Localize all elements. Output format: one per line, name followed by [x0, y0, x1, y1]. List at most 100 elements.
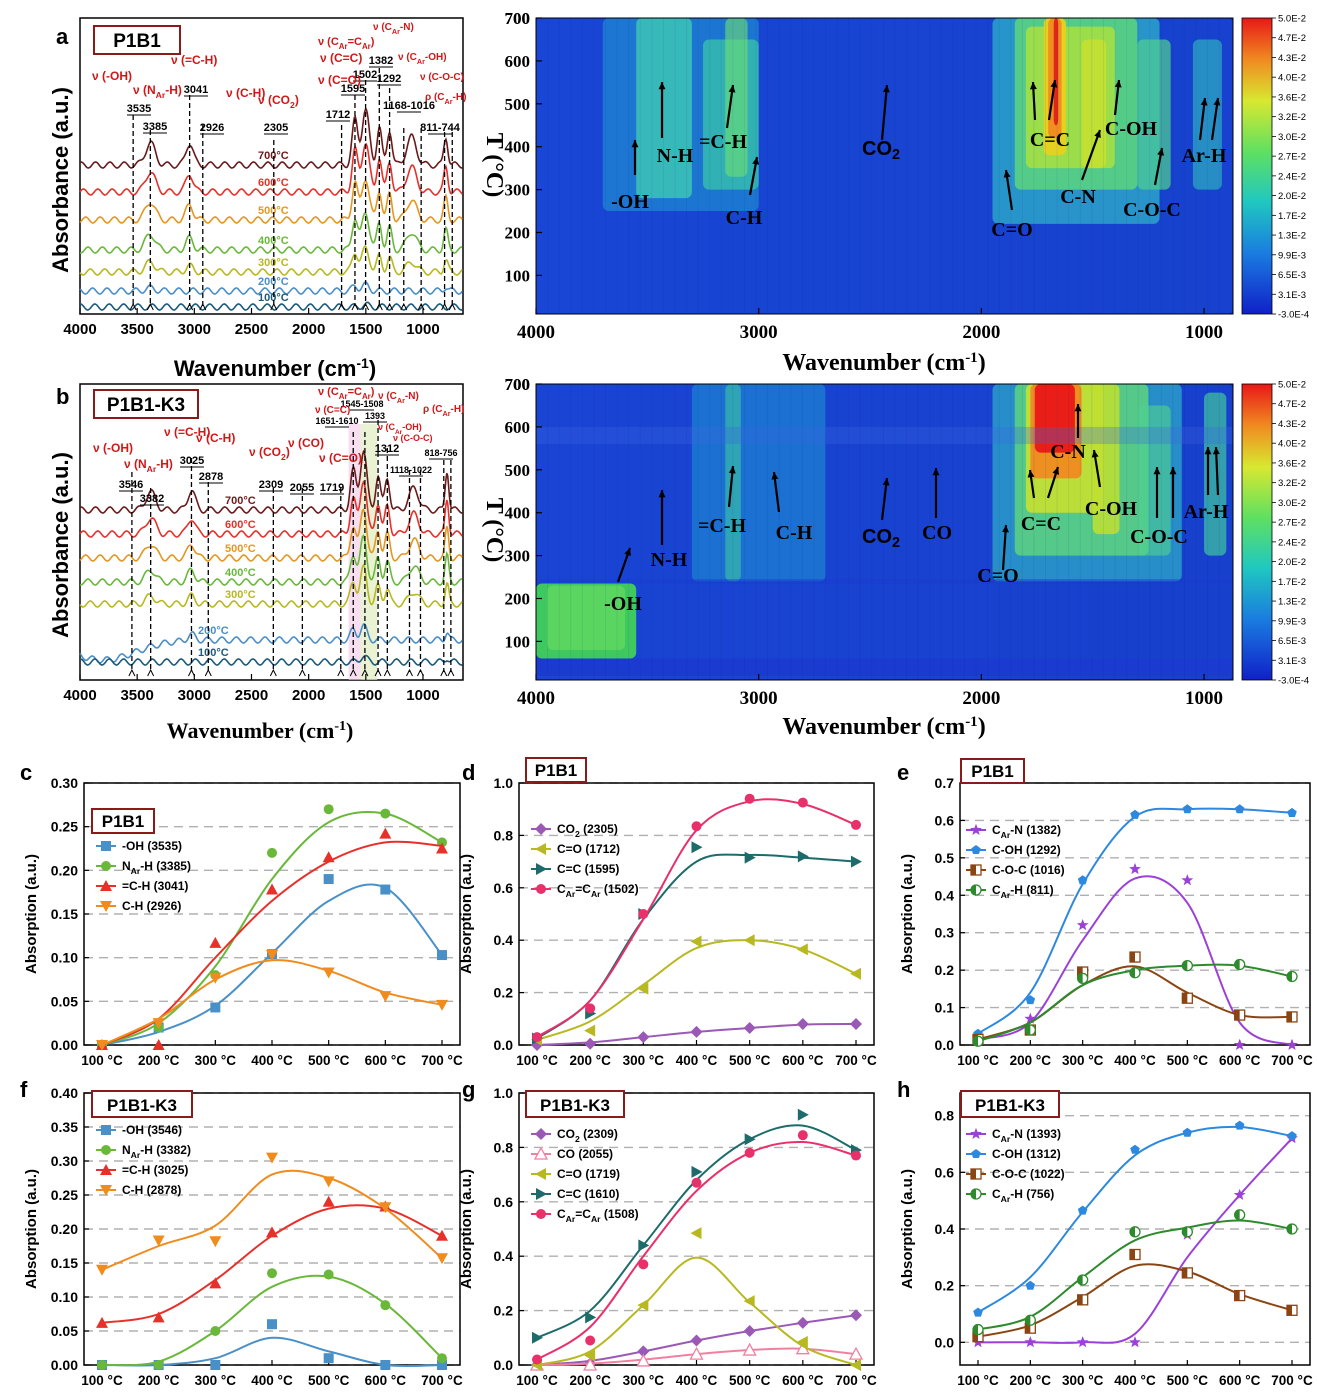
legend-label: CO2 (2309) [557, 1127, 618, 1144]
y-tick-label: 400 [505, 138, 531, 157]
x-tick-label: 1500 [349, 321, 382, 338]
peak-arrow [147, 668, 155, 677]
data-point [536, 884, 546, 894]
band-label: C-OH [1085, 498, 1138, 520]
chart-d: d 0.0 0.2 0.4 0.6 0.8 1.0 100 °C 200 °C 300 °C 400… [458, 757, 877, 1068]
peak-arrow [386, 302, 394, 311]
x-tick-label: 700 °C [1271, 1373, 1313, 1388]
band-arrow-head [1200, 98, 1208, 106]
legend-label: =C-H (3025) [122, 1163, 188, 1177]
chart-c: c 0.00 0.05 0.10 0.15 0.20 0.25 0.30 100 °C 200 °… [20, 760, 463, 1068]
peak-arrow [146, 302, 154, 311]
peak-arrow [188, 668, 195, 677]
peak-number: 1312 [375, 443, 399, 455]
band-label: C-N [1060, 186, 1096, 208]
colorbar [1241, 17, 1273, 315]
data-point [436, 999, 448, 1011]
data-point [743, 934, 755, 947]
shade-band [348, 424, 361, 680]
data-point-half [973, 1331, 978, 1342]
data-point-half [1182, 993, 1188, 1004]
data-point [851, 819, 861, 830]
legend-label: CAr-N (1393) [992, 1127, 1061, 1144]
x-tick-label: 400 °C [1114, 1373, 1156, 1388]
band-label: C=O [977, 565, 1018, 587]
spectrum-line [79, 143, 463, 196]
heat-region [1034, 384, 1075, 453]
panel-letter: h [897, 1077, 910, 1102]
heat-region [725, 384, 741, 582]
assignment: ν (C=C) [320, 51, 362, 65]
x-tick-label: 700 °C [421, 1373, 463, 1388]
data-point [209, 1236, 222, 1248]
x-tick-label: 300 °C [1062, 1373, 1104, 1388]
x-tick-label: 300 °C [623, 1373, 665, 1388]
data-point [637, 1345, 650, 1358]
band-arrow-head [1153, 467, 1161, 475]
peak-number: 1168-1016 [383, 100, 435, 112]
band-arrow-head [1204, 447, 1212, 455]
data-point-half [1130, 967, 1135, 978]
band-label: -OH [604, 593, 642, 615]
data-point [1181, 874, 1194, 886]
peak-number: 1595 [341, 83, 365, 95]
x-tick-label: 100 °C [516, 1053, 558, 1068]
data-point [744, 793, 755, 804]
peak-arrow [298, 668, 306, 677]
peak-number: 1502 [353, 69, 377, 81]
y-axis-label: Absorption (a.u.) [458, 854, 475, 974]
assignment: ν (CAr-OH) [378, 422, 422, 436]
y-tick-label: 0.6 [935, 812, 955, 828]
heat-region [1053, 18, 1059, 126]
colorbar-label: 3.1E-3 [1278, 656, 1306, 667]
peak-arrow [269, 668, 277, 677]
y-tick-label: 0.8 [494, 1139, 514, 1155]
heat-region [691, 384, 826, 582]
assignment: ν (C=O) [319, 451, 362, 465]
chart-title: P1B1-K3 [540, 1096, 610, 1115]
colorbar-label: 5.0E-2 [1278, 14, 1306, 25]
band-label: C-N [1050, 441, 1086, 463]
data-point [322, 851, 335, 863]
data-point [638, 1259, 649, 1270]
legend-label: -OH (3535) [122, 839, 182, 853]
data-point [101, 1145, 111, 1155]
data-point [437, 1360, 447, 1370]
data-point [323, 1353, 334, 1364]
y-tick-label: 0.15 [51, 1255, 78, 1271]
band-label: C=C [1021, 513, 1061, 535]
y-tick-label: 0.10 [51, 950, 78, 966]
band-arrow-head [728, 85, 736, 93]
data-point [690, 1227, 702, 1240]
band-label: CO2 [862, 138, 900, 163]
x-tick-label: 300 °C [623, 1053, 665, 1068]
data-point-half [1234, 1010, 1240, 1021]
data-point [267, 1268, 277, 1279]
colorbar-label: 3.2E-2 [1278, 112, 1306, 123]
assignment: ρ (CAr-H) [425, 92, 466, 106]
colorbar-label: 1.7E-2 [1278, 211, 1306, 222]
y-tick-label: 0.0 [935, 1037, 955, 1053]
title-box-b [93, 389, 199, 419]
spectrum-line [79, 108, 463, 169]
x-ticks-a: 4000 3500 3000 2500 2000 1500 1000 [63, 308, 440, 338]
data-point [101, 1125, 111, 1135]
data-point-half [1287, 1011, 1292, 1022]
peak-markers-b [128, 420, 455, 677]
y-tick-label: 0.8 [935, 1108, 955, 1124]
peak-arrow [441, 302, 449, 311]
data-point [153, 1360, 164, 1370]
data-point [970, 1127, 982, 1139]
y-tick-label: 0.0 [494, 1037, 514, 1053]
band-arrow [880, 84, 889, 141]
data-point [323, 804, 334, 815]
fit-line [536, 1256, 857, 1366]
colorbar-label: 3.6E-2 [1278, 458, 1306, 469]
assignment: ν (CO) [288, 436, 324, 450]
band-label: C=C [1030, 129, 1070, 151]
data-point [1130, 809, 1140, 819]
data-point [100, 1164, 112, 1175]
band-label: =C-H [699, 131, 748, 153]
heatmap-a-y-label: T (°C) [481, 133, 507, 198]
peak-number: 3385 [143, 121, 167, 133]
